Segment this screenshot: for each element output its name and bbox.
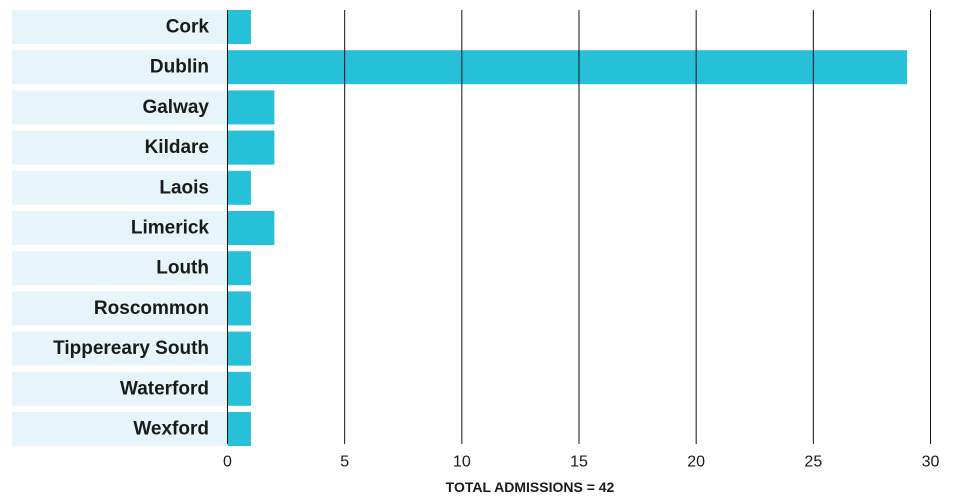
tick-label-0: 0 xyxy=(223,454,232,471)
label-band-louth xyxy=(12,251,228,286)
category-label-galway: Galway xyxy=(142,97,209,118)
category-label-tippereary-south: Tippereary South xyxy=(53,338,209,359)
category-label-roscommon: Roscommon xyxy=(94,298,209,319)
label-band-cork xyxy=(12,10,228,44)
bar-tippereary-south xyxy=(227,331,251,366)
bar-galway xyxy=(227,90,275,125)
tick-label-20: 20 xyxy=(687,454,705,471)
bar-dublin xyxy=(227,50,908,85)
tick-label-5: 5 xyxy=(340,454,349,471)
bar-kildare xyxy=(227,130,275,165)
label-band-wexford xyxy=(12,412,228,446)
label-band-waterford xyxy=(12,371,228,406)
gridlines xyxy=(227,10,931,444)
category-label-kildare: Kildare xyxy=(145,137,209,158)
category-label-louth: Louth xyxy=(156,258,209,279)
category-label-bands xyxy=(12,10,228,446)
category-label-laois: Laois xyxy=(159,177,209,198)
tick-label-10: 10 xyxy=(453,454,471,471)
label-band-laois xyxy=(12,170,228,205)
bar-laois xyxy=(227,170,251,205)
bar-louth xyxy=(227,251,251,286)
category-label-waterford: Waterford xyxy=(120,378,209,399)
bar-waterford xyxy=(227,371,251,406)
category-label-cork: Cork xyxy=(166,17,210,38)
label-band-roscommon xyxy=(12,291,228,326)
bar-limerick xyxy=(227,211,275,245)
bar-cork xyxy=(227,10,251,44)
x-axis-tick-labels: 0 5 10 15 20 25 30 xyxy=(223,454,939,471)
category-label-dublin: Dublin xyxy=(150,57,209,78)
bar-wexford xyxy=(227,412,251,446)
label-band-dublin xyxy=(12,50,228,85)
label-band-tippereary-south xyxy=(12,331,228,366)
category-label-wexford: Wexford xyxy=(133,419,209,440)
tick-label-15: 15 xyxy=(570,454,588,471)
tick-label-25: 25 xyxy=(804,454,822,471)
bar-roscommon xyxy=(227,291,251,326)
category-labels: Cork Dublin Galway Kildare Laois Limerick Lout… xyxy=(53,17,209,440)
bars xyxy=(227,10,908,446)
total-admissions-caption: TOTAL ADMISSIONS = 42 xyxy=(445,479,615,495)
label-band-kildare xyxy=(12,130,228,165)
category-label-limerick: Limerick xyxy=(131,218,210,239)
label-band-limerick xyxy=(12,211,228,245)
tick-label-30: 30 xyxy=(922,454,940,471)
label-band-galway xyxy=(12,90,228,125)
